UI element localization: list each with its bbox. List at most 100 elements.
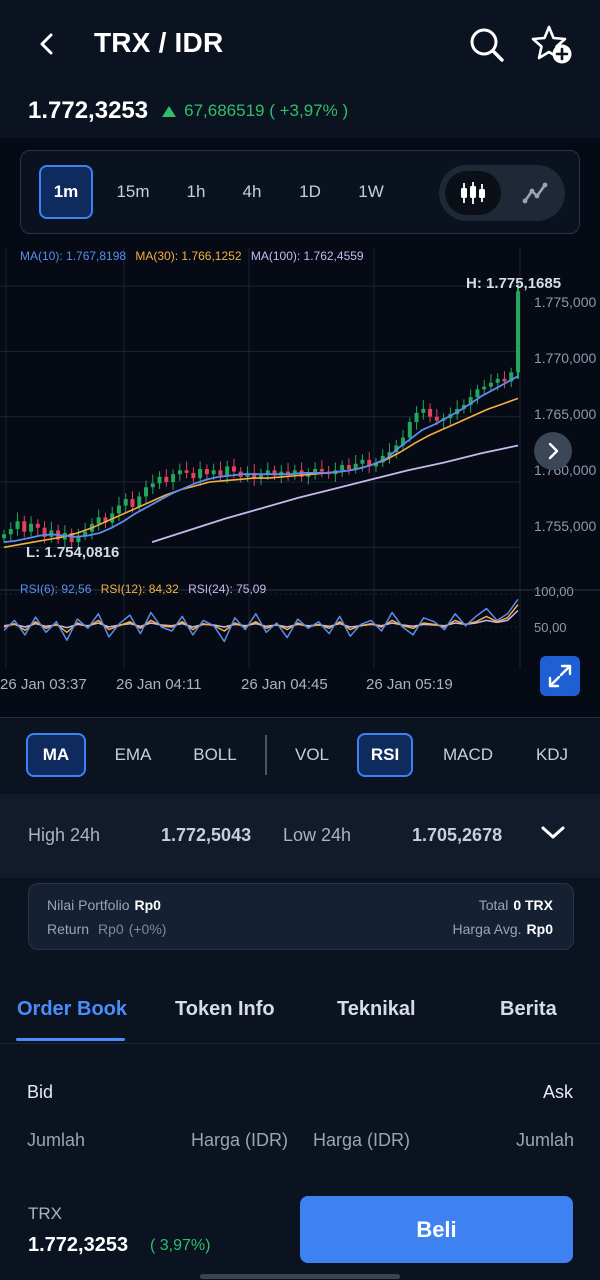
candle-body [340, 465, 345, 471]
chart-scroll-next-button[interactable] [534, 432, 572, 470]
ma10-legend: MA(10): 1.767,8198 [20, 249, 127, 263]
indicator-boll[interactable]: BOLL [193, 745, 237, 764]
tab-order-book[interactable]: Order Book [17, 998, 128, 1020]
timeframe-4h[interactable]: 4h [242, 182, 262, 201]
candle-body [83, 531, 88, 536]
indicator-ma[interactable]: MA [26, 733, 86, 777]
orderbook-ask-header: Ask [543, 1082, 574, 1102]
candle [103, 512, 108, 529]
candle [407, 417, 412, 443]
indicator-rsi[interactable]: RSI [357, 733, 413, 777]
candle-body [468, 397, 473, 405]
candle-body [150, 483, 155, 488]
candle [414, 406, 419, 430]
orderbook-col-price-ask: Harga (IDR) [313, 1130, 411, 1150]
divider [0, 717, 600, 718]
y-tick-label: 1.775,000 [534, 294, 597, 310]
candle-body [387, 452, 392, 456]
candle [15, 512, 20, 536]
chart-panel: 1m 15m 1h 4h 1D 1W MA(10): 1.767,8198 MA… [0, 138, 600, 718]
buy-button[interactable]: Beli [300, 1196, 573, 1263]
rsi-tick-label: 100,00 [534, 584, 574, 599]
candle-body [15, 521, 20, 530]
candle-body [157, 476, 162, 484]
rsi12-legend: RSI(12): 84,32 [100, 582, 179, 596]
candle [482, 380, 487, 395]
candle [428, 403, 433, 423]
tab-teknikal[interactable]: Teknikal [337, 998, 416, 1020]
candle-body [218, 470, 223, 476]
candle [204, 464, 209, 481]
candlestick-chart[interactable] [0, 248, 600, 668]
candle [225, 460, 230, 484]
candle [150, 474, 155, 494]
candle [157, 471, 162, 489]
stats-24h[interactable]: High 24h 1.772,5043 Low 24h 1.705,2678 [0, 794, 600, 878]
candle-body [286, 471, 291, 475]
ma-legend: MA(10): 1.767,8198 MA(30): 1.766,1252 MA… [20, 249, 370, 263]
timeframe-1m[interactable]: 1m [39, 165, 93, 219]
indicator-kdj[interactable]: KDJ [535, 745, 569, 764]
y-tick-label: 1.770,000 [534, 350, 597, 366]
candle-body [380, 455, 385, 463]
candle-body [502, 378, 507, 382]
portfolio-value: Nilai Portfolio Rp0 [47, 897, 161, 913]
candle [144, 480, 149, 505]
candle-body [421, 408, 426, 413]
x-tick-label: 26 Jan 04:11 [116, 676, 202, 693]
candle [177, 463, 182, 481]
add-to-watchlist-button[interactable] [530, 24, 574, 66]
indicator-ema[interactable]: EMA [114, 745, 152, 764]
tab-token-info[interactable]: Token Info [175, 998, 275, 1020]
candle-body [495, 378, 500, 383]
candle [502, 371, 507, 389]
indicator-macd[interactable]: MACD [442, 745, 494, 764]
tab-berita[interactable]: Berita [500, 998, 557, 1020]
back-button[interactable] [32, 26, 62, 62]
candle-body [42, 527, 47, 537]
chevron-left-icon [40, 33, 53, 55]
candle [83, 522, 88, 541]
candle [96, 509, 101, 531]
candle-body [130, 499, 135, 507]
candle-body [184, 470, 189, 473]
candle-body [252, 472, 257, 479]
triangle-up-icon [162, 105, 177, 117]
fullscreen-chart-button[interactable] [540, 656, 580, 696]
candle-body [394, 445, 399, 452]
chart-low-label: L: 1.754,0816 [26, 544, 120, 561]
timeframe-1w[interactable]: 1W [358, 182, 384, 201]
last-price: 1.772,3253 [28, 97, 149, 124]
candle-body [346, 465, 351, 469]
active-tab-indicator [16, 1038, 125, 1041]
bottom-trade-bar: TRX 1.772,3253 ( 3,97%) Beli [0, 1180, 600, 1280]
candle [137, 491, 142, 512]
portfolio-avg-label: Harga Avg. [452, 921, 522, 937]
candle [2, 529, 6, 543]
search-button[interactable] [468, 26, 506, 64]
candle-body [225, 466, 230, 476]
rsi-legend: RSI(6): 92,56 RSI(12): 84,32 RSI(24): 75… [20, 582, 272, 596]
bottom-change: ( 3,97%) [150, 1237, 211, 1254]
candle-chart-button[interactable] [445, 171, 501, 215]
candle [116, 496, 121, 522]
rsi-chart [3, 598, 519, 643]
candle-body [319, 468, 324, 472]
timeframe-1d[interactable]: 1D [299, 182, 321, 201]
chevron-down-icon[interactable] [540, 824, 566, 842]
candle [130, 491, 135, 513]
indicator-vol[interactable]: VOL [294, 745, 330, 764]
candle-body [2, 534, 6, 539]
low-24h-value: 1.705,2678 [412, 825, 503, 845]
candle-body [475, 389, 480, 398]
candle [265, 462, 270, 480]
chevron-right-icon [548, 442, 559, 460]
timeframe-15m[interactable]: 15m [116, 182, 150, 201]
tabs-divider [0, 1043, 600, 1044]
line-chart-button[interactable] [511, 171, 559, 215]
timeframe-1h[interactable]: 1h [186, 182, 206, 201]
portfolio-return-percent: (+0%) [128, 921, 167, 937]
candle-body [292, 470, 297, 475]
low-24h-label: Low 24h [283, 825, 352, 845]
candle [475, 384, 480, 404]
